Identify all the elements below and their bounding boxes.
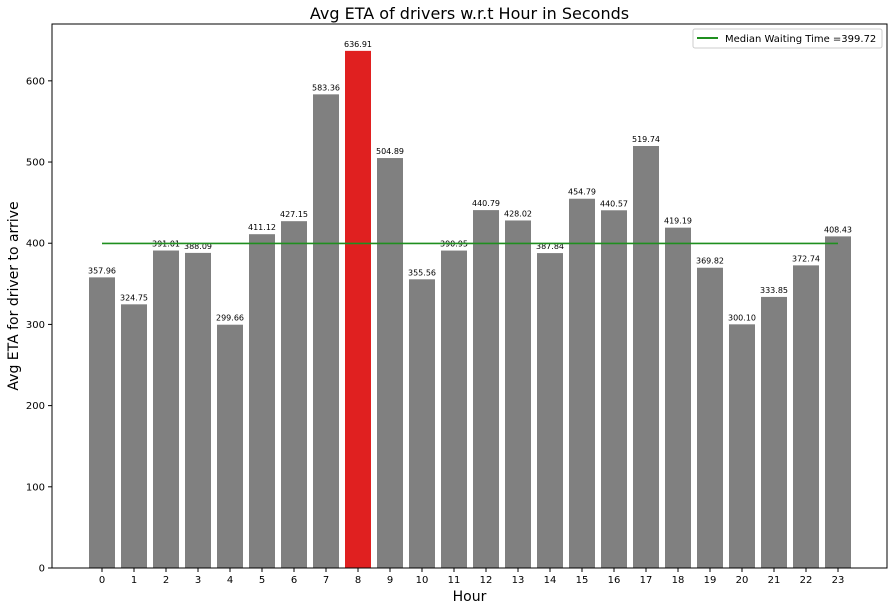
x-tick-label-8: 8 (355, 575, 361, 586)
bar-hour-12 (473, 210, 499, 568)
data-labels-layer: 357.96324.75391.01388.09299.66411.12427.… (88, 40, 852, 323)
bar-hour-3 (185, 252, 211, 568)
bar-hour-17 (633, 146, 659, 569)
x-tick-label-19: 19 (704, 575, 717, 586)
x-tick-label-10: 10 (416, 575, 429, 586)
bar-hour-10 (409, 279, 435, 568)
x-tick-label-12: 12 (480, 575, 493, 586)
data-label-hour-0: 357.96 (88, 266, 116, 275)
bar-hour-18 (665, 227, 691, 568)
bar-hour-6 (281, 221, 307, 569)
data-label-hour-4: 299.66 (216, 314, 244, 323)
bar-hour-16 (601, 210, 627, 569)
x-tick-label-1: 1 (131, 575, 137, 586)
bar-hour-15 (569, 198, 595, 568)
x-tick-label-13: 13 (512, 575, 525, 586)
x-axis-title: Hour (453, 589, 487, 605)
y-tick-label-300: 300 (26, 320, 45, 331)
data-label-hour-16: 440.57 (600, 199, 628, 208)
data-label-hour-20: 300.10 (728, 313, 756, 322)
x-tick-label-18: 18 (672, 575, 685, 586)
y-tick-label-500: 500 (26, 158, 45, 169)
x-tick-label-11: 11 (448, 575, 461, 586)
data-label-hour-5: 411.12 (248, 223, 276, 232)
x-tick-label-9: 9 (387, 575, 393, 586)
bar-hour-5 (249, 234, 275, 568)
data-label-hour-21: 333.85 (760, 286, 788, 295)
data-label-hour-19: 369.82 (696, 257, 724, 266)
data-label-hour-6: 427.15 (280, 210, 308, 219)
data-label-hour-18: 419.19 (664, 217, 692, 226)
bars-layer (89, 50, 851, 569)
x-tick-label-21: 21 (768, 575, 781, 586)
x-tick-label-22: 22 (800, 575, 813, 586)
y-tick-label-600: 600 (26, 76, 45, 87)
y-tick-label-0: 0 (39, 564, 45, 575)
x-tick-label-3: 3 (195, 575, 201, 586)
bar-hour-2 (153, 250, 179, 568)
bar-hour-13 (505, 220, 531, 568)
plot-frame (51, 23, 888, 569)
legend-label-median: Median Waiting Time =399.72 (725, 34, 876, 45)
x-tick-label-5: 5 (259, 575, 265, 586)
x-tick-label-0: 0 (99, 575, 105, 586)
y-tick-label-100: 100 (26, 482, 45, 493)
legend: Median Waiting Time =399.72 (692, 28, 883, 49)
data-label-hour-1: 324.75 (120, 293, 148, 302)
data-label-hour-15: 454.79 (568, 188, 596, 197)
bar-hour-8 (345, 50, 371, 568)
legend-box (692, 28, 883, 49)
y-tick-label-400: 400 (26, 239, 45, 250)
bar-hour-11 (441, 250, 467, 568)
x-tick-label-20: 20 (736, 575, 749, 586)
data-label-hour-14: 387.84 (536, 242, 564, 251)
data-label-hour-9: 504.89 (376, 147, 404, 156)
data-label-hour-10: 355.56 (408, 268, 436, 277)
x-tick-label-7: 7 (323, 575, 329, 586)
x-tick-label-14: 14 (544, 575, 557, 586)
data-label-hour-3: 388.09 (184, 242, 212, 251)
y-tick-label-200: 200 (26, 401, 45, 412)
bar-hour-1 (121, 304, 147, 568)
x-tick-label-17: 17 (640, 575, 653, 586)
bar-hour-0 (89, 277, 115, 568)
bar-hour-9 (377, 158, 403, 569)
bar-hour-23 (825, 236, 851, 569)
x-tick-label-23: 23 (832, 575, 845, 586)
bar-hour-7 (313, 94, 339, 569)
bar-hour-19 (697, 267, 723, 568)
bar-hour-4 (217, 324, 243, 568)
x-tick-label-4: 4 (227, 575, 233, 586)
data-label-hour-13: 428.02 (504, 209, 532, 218)
data-label-hour-8: 636.91 (344, 40, 372, 49)
data-label-hour-17: 519.74 (632, 135, 660, 144)
data-label-hour-12: 440.79 (472, 199, 500, 208)
bar-hour-14 (537, 253, 563, 568)
x-tick-label-15: 15 (576, 575, 589, 586)
x-tick-label-6: 6 (291, 575, 297, 586)
bar-hour-21 (761, 296, 787, 568)
chart-title: Avg ETA of drivers w.r.t Hour in Seconds (310, 4, 629, 23)
data-label-hour-22: 372.74 (792, 254, 820, 263)
bar-hour-22 (793, 265, 819, 568)
data-label-hour-23: 408.43 (824, 225, 852, 234)
bar-hour-20 (729, 324, 755, 568)
data-label-hour-7: 583.36 (312, 83, 340, 92)
x-tick-label-16: 16 (608, 575, 621, 586)
x-tick-label-2: 2 (163, 575, 169, 586)
y-axis-title: Avg ETA for driver to arrive (6, 201, 22, 390)
